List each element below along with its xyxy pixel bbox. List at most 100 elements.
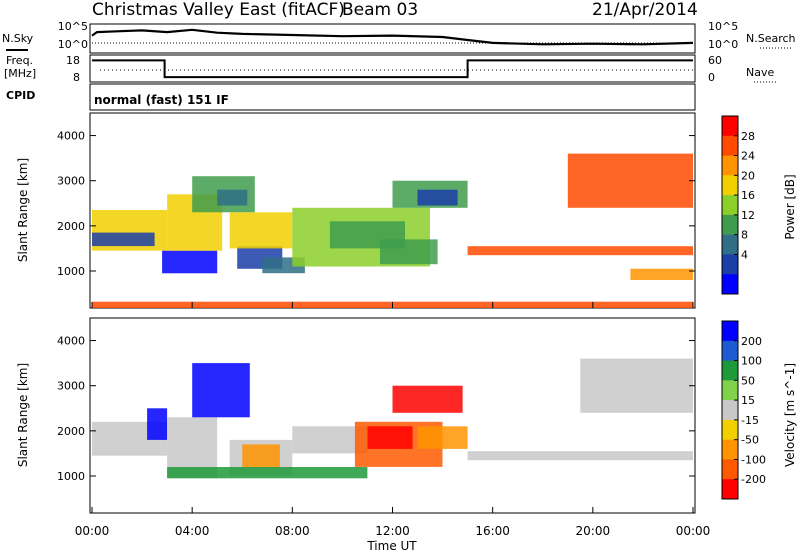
frequency-series-line	[92, 59, 693, 79]
velocity-colorbar-tick-label: -200	[741, 473, 766, 486]
power-colorbar-swatch	[722, 254, 738, 275]
station-title: Christmas Valley East (fitACF)	[92, 0, 345, 20]
power-y-tick-label: 1000	[57, 265, 85, 278]
velocity-colorbar-tick-label: 50	[741, 374, 755, 387]
power-colorbar: 28 24 20 16 12 8 4	[721, 115, 755, 295]
velocity-colorbar-tick-label: 15	[741, 394, 755, 407]
power-echo-region	[229, 212, 293, 249]
frequency-panel: Freq. [MHz] 18 8 60 0 Nave	[4, 54, 776, 84]
time-x-tick-label: 00:00	[676, 524, 711, 538]
velocity-echo-region	[167, 467, 368, 479]
time-x-tick-label: 12:00	[375, 524, 410, 538]
velocity-plot-frame	[89, 317, 696, 514]
nsky-tick-high: 10^5	[58, 20, 88, 33]
velocity-echo-region	[367, 426, 413, 449]
nsky-label: N.Sky	[2, 32, 34, 45]
power-colorbar-tick-label: 8	[741, 229, 748, 242]
velocity-colorbar-swatch	[722, 439, 738, 460]
freq-tick-low: 8	[73, 71, 80, 84]
beam-label: Beam 03	[342, 0, 418, 20]
power-echo-region	[92, 232, 155, 247]
velocity-colorbar-swatch	[722, 459, 738, 480]
velocity-colorbar-tick-label: -50	[741, 434, 759, 447]
power-y-tick-label: 3000	[57, 175, 85, 188]
noise-panel: N.Sky 10^5 10^0 10^5 10^0 N.Search	[2, 20, 796, 54]
power-y-axis-label: Slant Range [km]	[16, 158, 30, 262]
velocity-echo-region	[192, 363, 250, 418]
power-colorbar-swatch	[722, 155, 738, 176]
time-x-tick-label: 16:00	[475, 524, 510, 538]
power-y-tick-label: 4000	[57, 130, 85, 143]
cpid-text: normal (fast) 151 IF	[94, 93, 229, 107]
velocity-echo-region	[580, 358, 693, 413]
date-label: 21/Apr/2014	[592, 0, 698, 20]
freq-label: Freq.	[6, 54, 33, 67]
velocity-y-axis-label: Slant Range [km]	[16, 363, 30, 467]
velocity-colorbar-swatch	[722, 340, 738, 362]
velocity-panel: Slant Range [km] 1000 2000 3000 4000 200 100…	[16, 317, 797, 514]
power-panel: Slant Range [km] 1000 2000 3000 4000 28 24 20…	[16, 112, 797, 309]
power-colorbar-swatch	[722, 274, 738, 295]
power-colorbar-tick-label: 28	[741, 130, 755, 143]
velocity-echo-region	[147, 408, 168, 440]
velocity-colorbar-swatch	[722, 380, 738, 401]
power-data-marks	[92, 153, 693, 308]
velocity-y-tick-label: 1000	[57, 470, 85, 483]
cpid-label: CPID	[6, 89, 35, 102]
cpid-panel-frame	[89, 83, 696, 111]
time-x-ticks: 00:00 04:00 08:00 12:00 16:00 20:00 00:00	[75, 302, 711, 538]
nsearch-tick-high: 10^5	[708, 20, 738, 33]
nave-tick-high: 60	[708, 54, 722, 67]
power-colorbar-swatch	[722, 214, 738, 236]
velocity-colorbar-frame	[721, 320, 739, 500]
velocity-colorbar-tick-label: -15	[741, 414, 759, 427]
power-colorbar-swatch	[722, 116, 738, 137]
power-colorbar-tick-label: 16	[741, 189, 755, 202]
power-colorbar-swatch	[722, 195, 738, 216]
power-echo-region	[380, 239, 438, 265]
power-colorbar-swatch	[722, 135, 738, 157]
velocity-y-tick-label: 2000	[57, 425, 85, 438]
power-echo-region	[567, 153, 693, 208]
velocity-echo-region	[292, 426, 368, 454]
velocity-colorbar: 200 100 50 15 -15 -50 -100 -200	[721, 320, 766, 500]
nave-tick-low: 0	[708, 71, 715, 84]
time-x-tick-label: 08:00	[275, 524, 310, 538]
velocity-y-tick-label: 3000	[57, 380, 85, 393]
power-y-tick-label: 2000	[57, 220, 85, 233]
time-x-axis-label: Time UT	[366, 539, 417, 553]
power-echo-region	[467, 246, 693, 256]
velocity-colorbar-tick-label: 100	[741, 355, 762, 368]
time-x-tick-label: 20:00	[576, 524, 611, 538]
power-echo-region	[162, 250, 218, 274]
power-echo-region	[217, 189, 248, 206]
frequency-panel-frame	[89, 54, 696, 83]
velocity-colorbar-swatch	[722, 479, 738, 500]
nsky-tick-low: 10^0	[58, 38, 88, 51]
velocity-colorbar-tick-label: -100	[741, 453, 766, 466]
velocity-y-ticks: 1000 2000 3000 4000	[57, 335, 695, 483]
velocity-colorbar-swatch	[722, 400, 738, 421]
velocity-data-marks	[92, 358, 693, 479]
power-colorbar-tick-label: 4	[741, 248, 748, 261]
power-colorbar-frame	[721, 115, 739, 295]
velocity-colorbar-label: Velocity [m s^-1]	[783, 363, 797, 467]
velocity-colorbar-swatch	[722, 321, 738, 342]
power-colorbar-swatch	[722, 234, 738, 255]
velocity-echo-region	[467, 451, 693, 461]
velocity-echo-region	[242, 444, 280, 467]
velocity-y-tick-label: 4000	[57, 335, 85, 348]
nsearch-tick-low: 10^0	[708, 38, 738, 51]
freq-unit-label: [MHz]	[4, 67, 36, 80]
power-echo-region	[630, 268, 693, 280]
velocity-colorbar-swatch	[722, 360, 738, 381]
velocity-echo-region	[392, 385, 463, 413]
power-echo-region	[417, 189, 458, 206]
nsky-series-line	[91, 28, 694, 46]
freq-tick-high: 18	[66, 54, 80, 67]
power-colorbar-tick-label: 20	[741, 169, 755, 182]
noise-panel-frame	[89, 23, 696, 54]
time-x-tick-label: 04:00	[175, 524, 210, 538]
velocity-colorbar-swatch	[722, 419, 738, 441]
